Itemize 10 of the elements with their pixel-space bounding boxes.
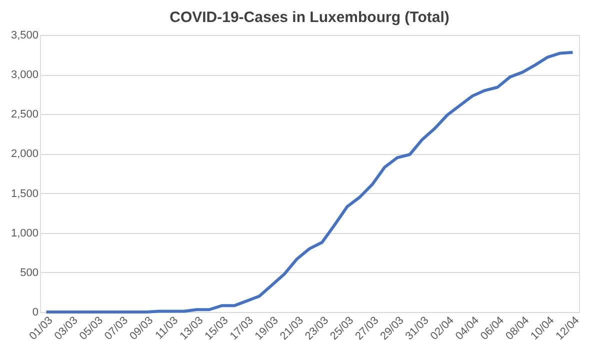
y-tick-label: 1,500 — [10, 188, 38, 200]
line-series — [44, 50, 574, 314]
y-tick-label: 3,500 — [10, 30, 38, 42]
y-tick-label: 2,500 — [10, 108, 38, 121]
chart-title: COVID-19-Cases in Luxembourg (Total) — [170, 9, 450, 26]
y-tick-label: 500 — [20, 266, 38, 279]
y-tick-label: 2,000 — [10, 148, 38, 160]
y-tick-label: 1,000 — [10, 227, 38, 240]
y-tick-label: 0 — [32, 306, 38, 318]
y-tick-label: 3,000 — [10, 69, 38, 82]
